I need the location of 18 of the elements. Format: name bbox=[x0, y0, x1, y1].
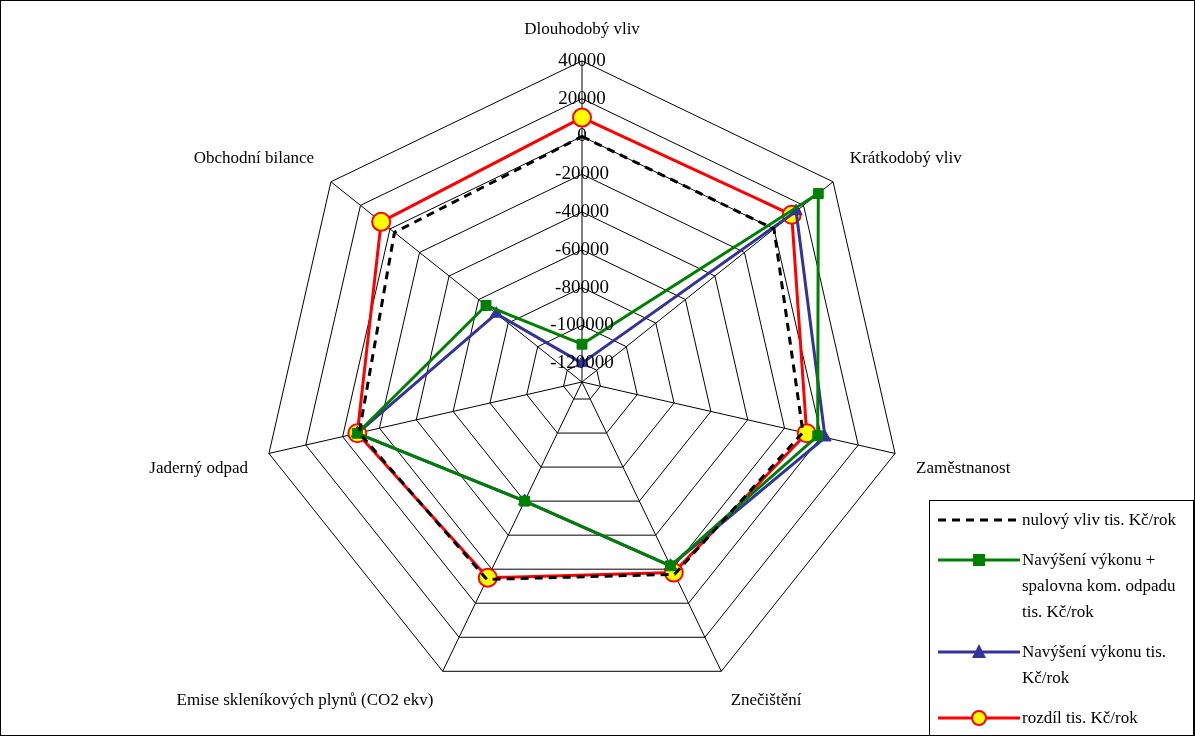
spoke-label: Krátkodobý vliv bbox=[849, 147, 963, 167]
legend-label: Navýšení výkonu + spalovna kom. odpadu tis. Kč/rok bbox=[1022, 549, 1177, 623]
spoke-label: Jaderný odpad bbox=[149, 457, 249, 477]
y-tick-label: -60000 bbox=[555, 237, 609, 259]
legend-label: rozdíl tis. Kč/rok bbox=[1022, 707, 1138, 729]
spoke-label: Emise skleníkových plynů (CO2 ekv) bbox=[176, 690, 434, 710]
spoke-label: Obchodní bilance bbox=[193, 147, 315, 167]
y-tick-label: 40000 bbox=[558, 48, 606, 70]
spoke-label: Dlouhodobý vliv bbox=[524, 18, 641, 38]
spoke-label: Znečištění bbox=[730, 690, 802, 710]
legend-label: nulový vliv tis. Kč/rok bbox=[1022, 509, 1176, 531]
y-tick-label: 20000 bbox=[558, 86, 606, 108]
spoke-label: Zaměstnanost bbox=[916, 457, 1011, 477]
legend-label: Navýšení výkonu tis. Kč/rok bbox=[1022, 641, 1168, 689]
y-tick-label: -20000 bbox=[555, 162, 609, 184]
y-tick-label: -100000 bbox=[550, 313, 614, 335]
y-tick-label: -80000 bbox=[555, 275, 609, 297]
y-tick-label: -40000 bbox=[555, 199, 609, 221]
